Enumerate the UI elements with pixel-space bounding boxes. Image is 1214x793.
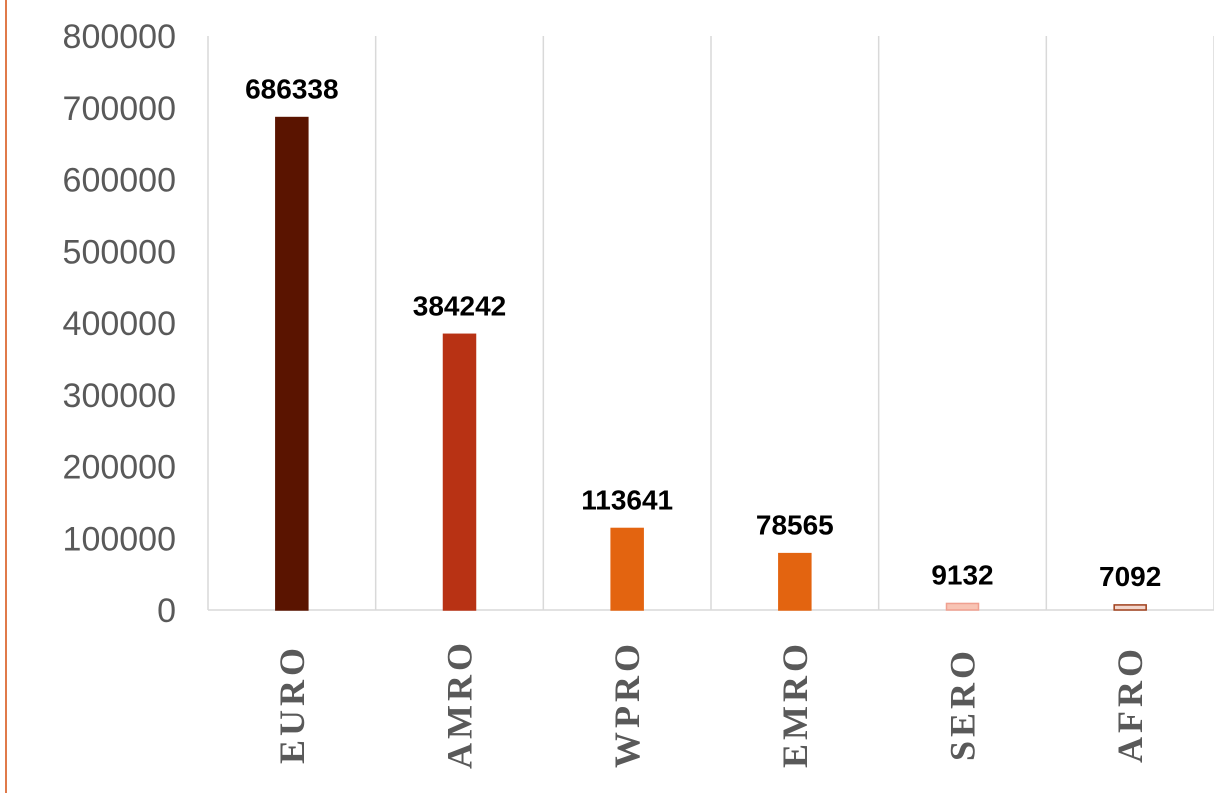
bar-wpro bbox=[610, 527, 644, 611]
y-tick-label: 500000 bbox=[63, 233, 176, 271]
grid-lines bbox=[207, 36, 1214, 610]
category-label-emro: EMRO bbox=[775, 640, 815, 768]
y-tick-label: 300000 bbox=[63, 377, 176, 415]
data-labels: 686338 384242 113641 78565 9132 7092 bbox=[245, 74, 1161, 592]
bar-emro bbox=[778, 552, 812, 611]
category-label-afro: AFRO bbox=[1110, 645, 1150, 763]
category-label-sero: SERO bbox=[943, 647, 983, 761]
y-tick-label: 800000 bbox=[63, 18, 176, 56]
category-label-euro: EURO bbox=[272, 644, 312, 764]
bar-euro bbox=[275, 116, 309, 611]
data-label-emro: 78565 bbox=[756, 510, 834, 541]
category-label-amro: AMRO bbox=[440, 639, 480, 769]
y-tick-label: 400000 bbox=[63, 305, 176, 343]
bar-sero bbox=[945, 602, 980, 611]
bars bbox=[275, 116, 1147, 611]
category-label-wpro: WPRO bbox=[607, 640, 647, 768]
bar-amro bbox=[442, 333, 477, 611]
data-label-sero: 9132 bbox=[931, 559, 993, 590]
data-label-wpro: 113641 bbox=[581, 484, 673, 515]
data-label-amro: 384242 bbox=[413, 290, 506, 321]
y-tick-label: 100000 bbox=[63, 520, 176, 558]
bar-afro bbox=[1113, 604, 1147, 611]
data-label-euro: 686338 bbox=[245, 74, 338, 105]
y-tick-label: 700000 bbox=[63, 90, 176, 128]
y-tick-label: 200000 bbox=[63, 449, 176, 487]
y-tick-label: 600000 bbox=[63, 162, 176, 200]
data-label-afro: 7092 bbox=[1099, 561, 1161, 592]
category-labels: EURO AMRO WPRO EMRO SERO AFRO bbox=[272, 639, 1150, 769]
y-tick-label: 0 bbox=[157, 592, 176, 630]
y-axis-tick-labels: 0 100000 200000 300000 400000 500000 600000 700… bbox=[63, 18, 176, 630]
